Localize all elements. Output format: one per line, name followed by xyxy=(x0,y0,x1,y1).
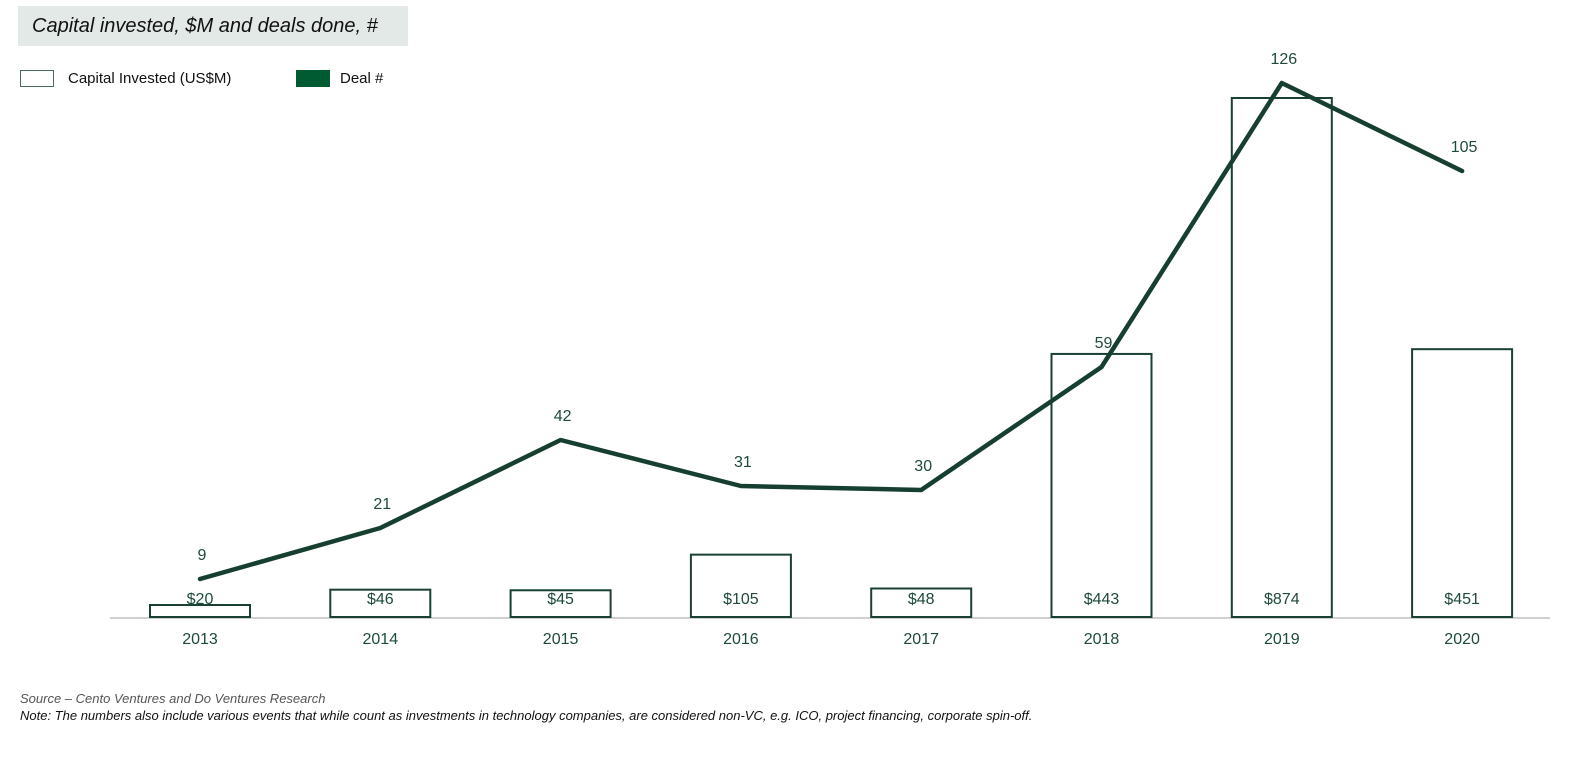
deal-label-2018: 59 xyxy=(1095,335,1113,352)
deal-label-2015: 42 xyxy=(554,408,572,425)
bar-label-2018: $443 xyxy=(1084,591,1120,608)
legend-item-capital: Capital Invested (US$M) xyxy=(20,70,231,87)
deal-label-2013: 9 xyxy=(198,547,207,564)
x-tick-2015: 2015 xyxy=(543,631,579,648)
x-tick-2014: 2014 xyxy=(363,631,399,648)
x-tick-2016: 2016 xyxy=(723,631,759,648)
deal-label-2014: 21 xyxy=(373,496,391,513)
legend-swatch-outline-icon xyxy=(20,70,54,87)
source-text: Source – Cento Ventures and Do Ventures … xyxy=(20,691,326,706)
bar-label-2017: $48 xyxy=(908,591,935,608)
deal-label-2016: 31 xyxy=(734,454,752,471)
note-text: Note: The numbers also include various e… xyxy=(20,708,1033,723)
legend-label-capital: Capital Invested (US$M) xyxy=(68,70,232,87)
legend-item-deals: Deal # xyxy=(296,70,383,87)
bars xyxy=(149,97,1514,619)
x-tick-2019: 2019 xyxy=(1264,631,1300,648)
chart-title: Capital invested, $M and deals done, # xyxy=(32,15,378,37)
bar-label-2019: $874 xyxy=(1264,591,1300,608)
deal-label-2017: 30 xyxy=(914,458,932,475)
chart-title-box: Capital invested, $M and deals done, # xyxy=(18,6,408,46)
bar-2014 xyxy=(329,588,432,618)
bar-2017 xyxy=(870,587,973,619)
bar-label-2015: $45 xyxy=(547,591,574,608)
x-tick-2018: 2018 xyxy=(1084,631,1120,648)
legend-label-deals: Deal # xyxy=(340,70,384,87)
deal-label-2020: 105 xyxy=(1451,139,1478,156)
bar-2013 xyxy=(149,604,251,618)
data-labels: $20 9 $46 21 $45 42 $105 31 $48 30 $443 59 $874 126 $4… xyxy=(187,51,1480,608)
bar-label-2014: $46 xyxy=(367,591,394,608)
bar-2018 xyxy=(1050,352,1153,618)
bar-label-2013: $20 xyxy=(187,591,214,608)
x-axis-ticks: 2013 2014 2015 2016 2017 2018 2019 2020 xyxy=(182,631,1480,648)
bar-2019 xyxy=(1230,97,1333,618)
deal-line xyxy=(197,80,1465,582)
footer: Source – Cento Ventures and Do Ventures … xyxy=(20,690,1032,724)
bar-label-2016: $105 xyxy=(723,591,759,608)
x-tick-2017: 2017 xyxy=(903,631,939,648)
bar-2020 xyxy=(1411,348,1514,618)
deal-label-2019: 126 xyxy=(1270,51,1297,68)
x-tick-2013: 2013 xyxy=(182,631,218,648)
bar-label-2020: $451 xyxy=(1444,591,1480,608)
bar-2016 xyxy=(689,553,792,618)
bar-2015 xyxy=(509,589,612,618)
legend-swatch-solid-icon xyxy=(296,70,330,87)
x-tick-2020: 2020 xyxy=(1444,631,1480,648)
